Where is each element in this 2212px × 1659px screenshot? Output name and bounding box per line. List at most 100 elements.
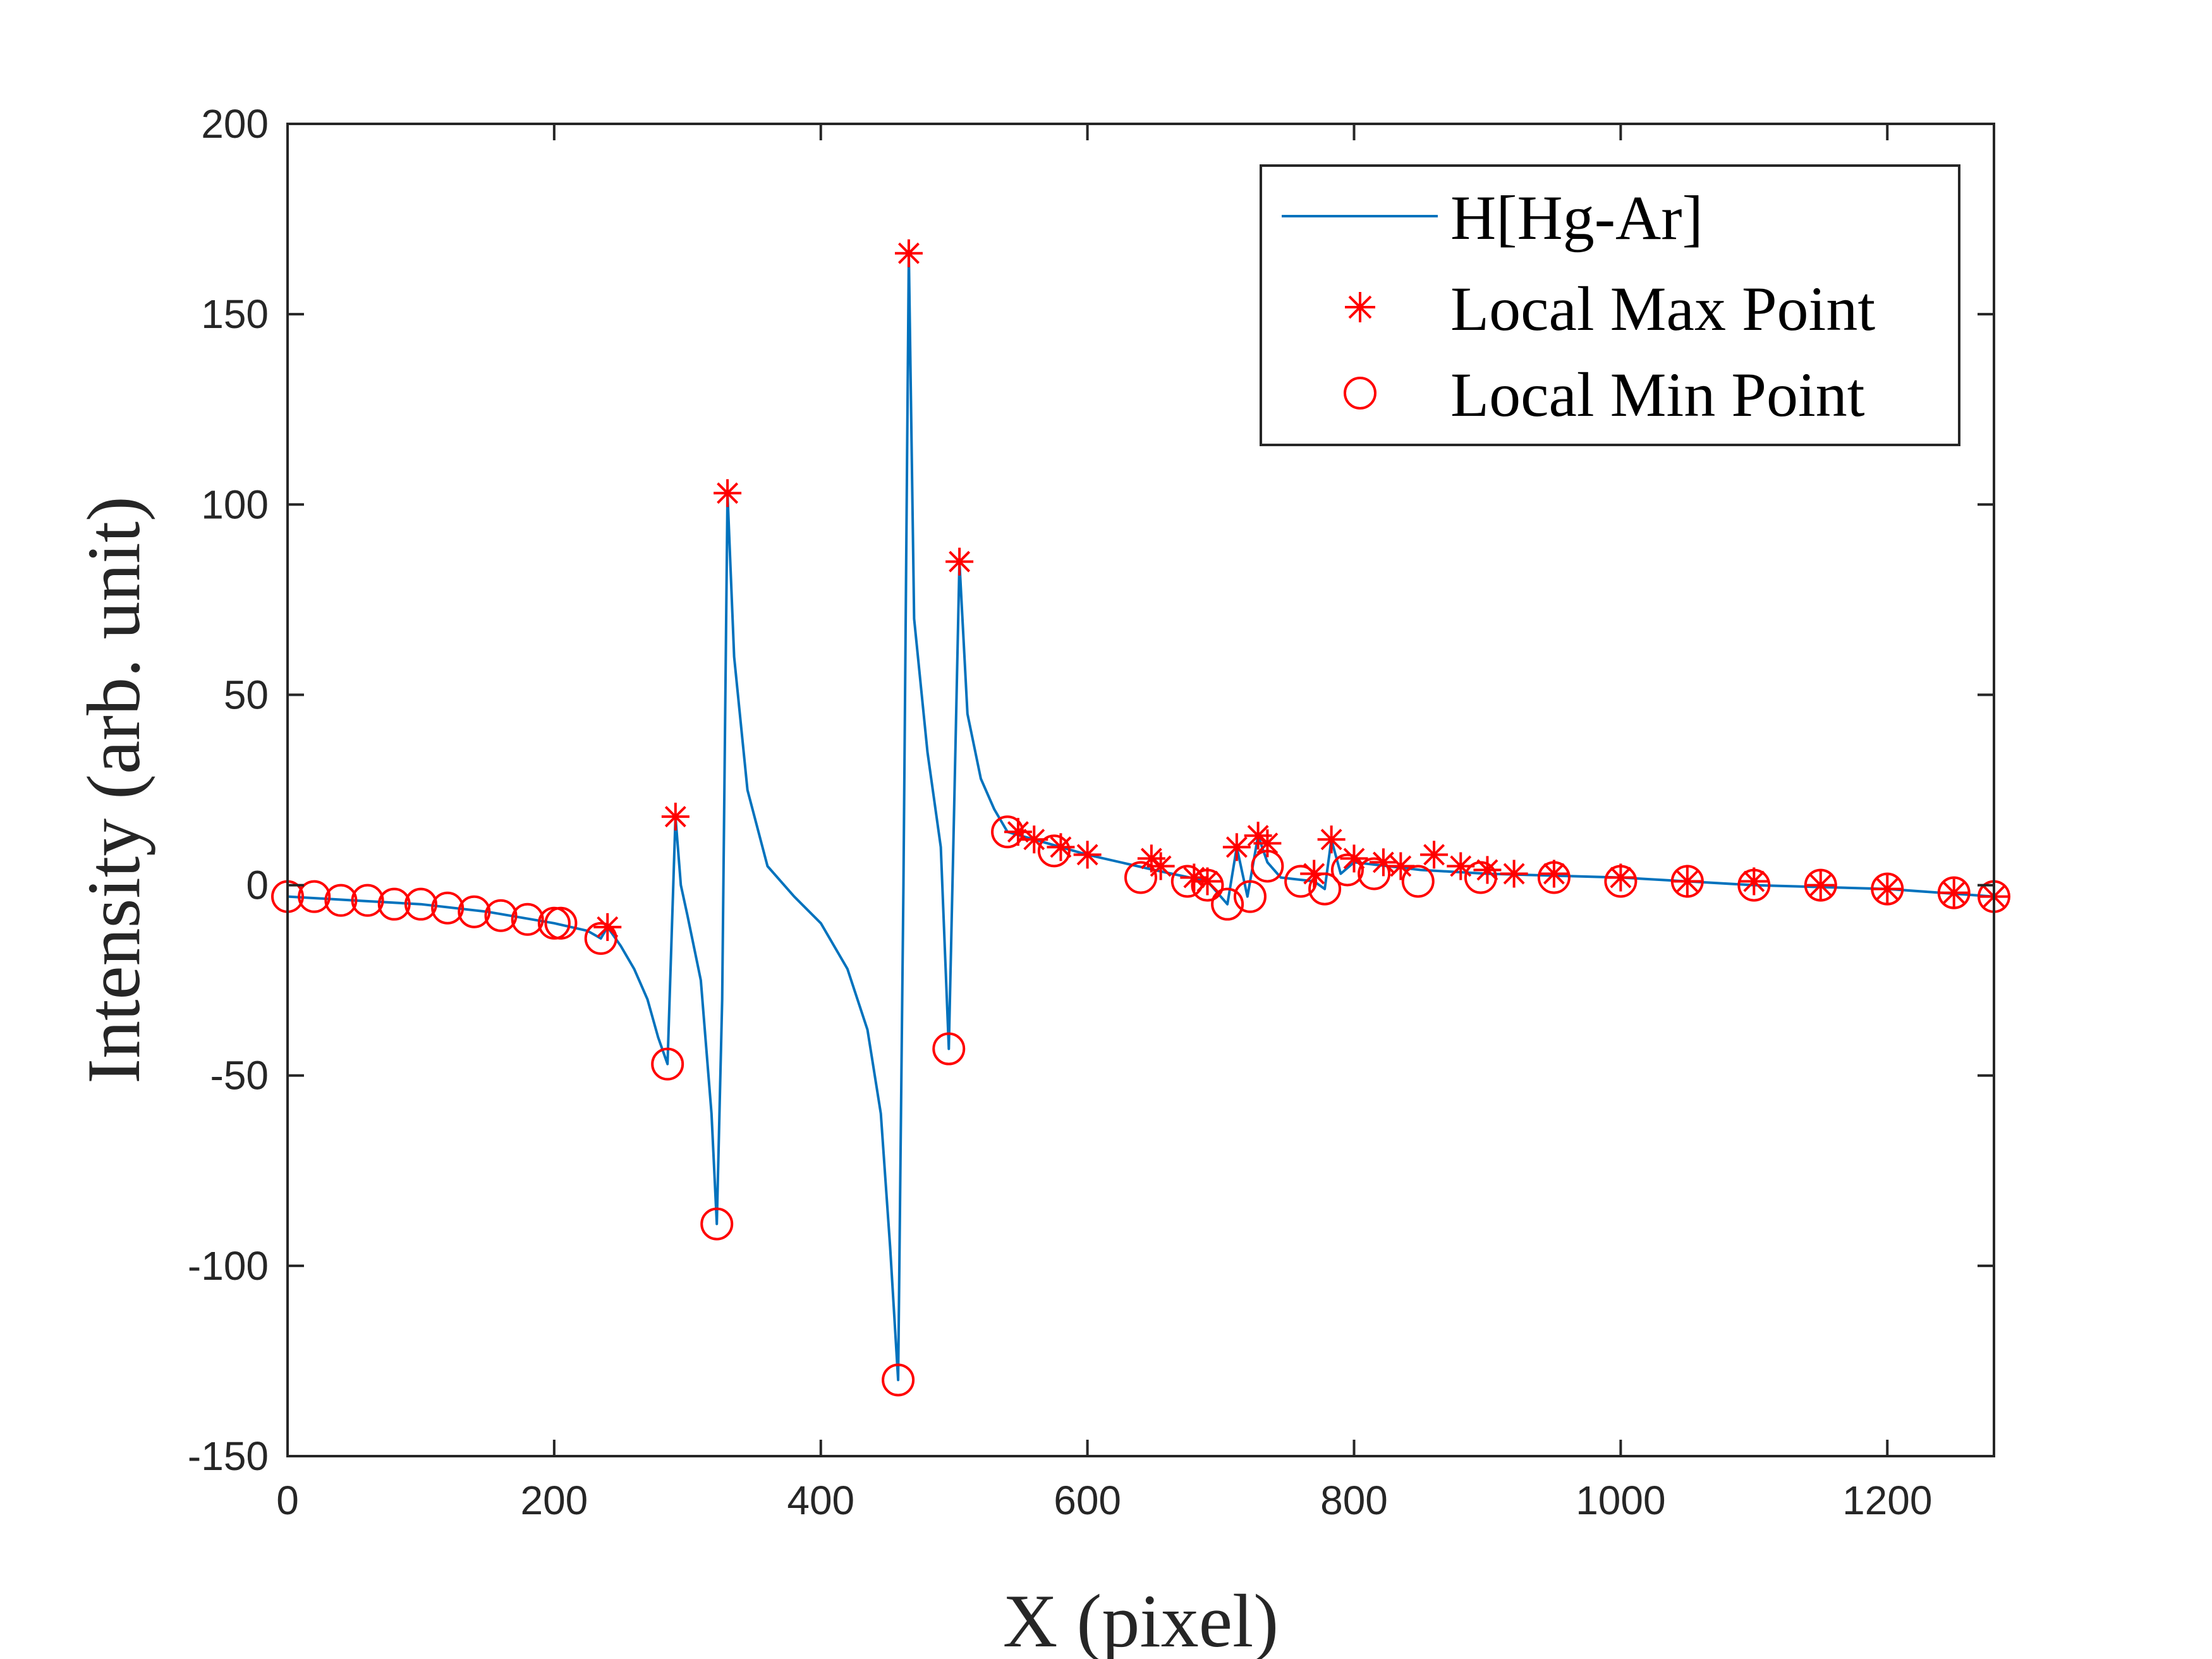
marker-stroke <box>1320 829 1342 851</box>
local-min-marker <box>1308 872 1342 906</box>
marker-stroke <box>1809 874 1832 896</box>
local-min-marker <box>1401 865 1435 898</box>
local-max-marker <box>1740 867 1768 896</box>
marker-stroke <box>717 482 739 504</box>
y-tick-label: -100 <box>188 1243 269 1289</box>
marker-stroke <box>1390 855 1412 877</box>
local-min-marker <box>882 1363 915 1397</box>
local-max-marker <box>1340 844 1368 873</box>
local-min-marker <box>324 884 358 917</box>
local-max-marker <box>1673 867 1701 896</box>
local-min-marker <box>1358 857 1391 890</box>
series-line-h-hg-ar <box>287 252 1995 1382</box>
local-max-marker <box>894 239 923 267</box>
plot-area <box>271 239 2010 1397</box>
legend-entry-min: Local Min Point <box>1450 360 1865 430</box>
legend-entry-line: H[Hg-Ar] <box>1450 183 1703 253</box>
marker-stroke <box>1543 863 1565 885</box>
legend: H[Hg-Ar] Local Max Point Local Min Point <box>1260 164 1960 446</box>
local-min-marker <box>1737 868 1771 902</box>
local-min-marker <box>1604 865 1638 898</box>
local-min-marker <box>1191 868 1224 902</box>
legend-circle-swatch <box>1344 377 1376 410</box>
local-min-marker <box>1937 876 1971 909</box>
local-max-marker <box>1420 841 1449 869</box>
marker-stroke <box>1743 870 1765 892</box>
axes-box <box>286 123 1995 1457</box>
y-tick-label: 0 <box>246 863 269 908</box>
local-max-marker <box>661 803 690 831</box>
local-min-marker <box>351 884 384 917</box>
local-max-marker <box>1473 856 1502 884</box>
x-tick-label: 400 <box>787 1478 854 1523</box>
local-max-marker <box>1193 867 1222 896</box>
local-max-marker <box>593 913 622 941</box>
local-min-marker <box>431 891 465 925</box>
local-min-marker <box>1537 861 1571 894</box>
local-max-marker <box>1940 878 1968 907</box>
local-min-marker <box>932 1032 966 1066</box>
local-min-marker <box>458 895 491 928</box>
marker-stroke <box>897 242 920 264</box>
marker-stroke <box>1225 836 1248 858</box>
axis-ticks: 0 200 400 600 800 1000 1200 -150 -100 -50 0 50 100 15… <box>188 101 1994 1523</box>
y-tick-label: 50 <box>224 672 269 717</box>
marker-stroke <box>1050 836 1072 858</box>
local-min-marker <box>377 887 411 921</box>
x-axis-title: X (pixel) <box>1003 1579 1279 1659</box>
y-tick-label: 150 <box>201 291 269 337</box>
local-max-marker <box>1317 825 1346 854</box>
local-min-marker <box>1330 853 1364 887</box>
marker-stroke <box>1450 855 1472 877</box>
legend-asterisk-swatch <box>1345 292 1375 322</box>
local-min-marker <box>1037 834 1071 868</box>
local-max-marker <box>1073 841 1102 869</box>
marker-stroke <box>597 916 619 938</box>
y-tick-label: -50 <box>210 1053 269 1098</box>
x-tick-label: 200 <box>520 1478 588 1523</box>
marker-stroke <box>949 550 971 573</box>
x-tick-label: 0 <box>276 1478 299 1523</box>
local-max-marker <box>714 479 742 507</box>
marker-stroke <box>1503 863 1525 885</box>
local-max-marker <box>1500 860 1528 888</box>
marker-stroke <box>1610 866 1632 889</box>
legend-entry-max: Local Max Point <box>1450 274 1875 344</box>
local-min-marker <box>1251 849 1284 883</box>
local-min-marker <box>511 902 544 936</box>
local-max-marker <box>945 547 974 576</box>
local-min-marker <box>1804 868 1837 902</box>
local-max-marker <box>1387 852 1415 880</box>
local-min-marker <box>1124 861 1157 894</box>
local-min-marker <box>1464 861 1497 894</box>
marker-stroke <box>1007 821 1029 843</box>
y-tick-label: 200 <box>201 101 269 147</box>
local-max-marker <box>1806 871 1835 899</box>
local-min-marker <box>1233 880 1267 913</box>
marker-stroke <box>1256 832 1279 854</box>
y-axis-title: Intensity (arb. unit) <box>71 496 155 1084</box>
legend-box <box>1260 164 1960 446</box>
local-min-marker <box>544 906 578 940</box>
local-max-marker <box>1540 860 1568 888</box>
local-min-marker <box>1170 865 1204 898</box>
x-tick-label: 1000 <box>1576 1478 1665 1523</box>
marker-stroke <box>1676 870 1698 892</box>
x-tick-label: 600 <box>1054 1478 1121 1523</box>
y-tick-label: 100 <box>201 482 269 527</box>
local-max-marker <box>1607 863 1635 892</box>
y-tick-label: -150 <box>188 1433 269 1479</box>
local-min-marker <box>404 887 437 921</box>
x-tick-label: 1200 <box>1842 1478 1932 1523</box>
marker-stroke <box>664 806 686 828</box>
marker-stroke <box>1343 848 1365 870</box>
local-min-marker <box>1670 865 1704 898</box>
local-min-marker <box>584 921 617 955</box>
local-max-marker <box>1253 829 1282 858</box>
local-min-marker <box>537 906 571 940</box>
marker-stroke <box>1348 295 1372 319</box>
marker-stroke <box>1023 829 1045 851</box>
local-min-marker <box>700 1207 734 1241</box>
local-min-marker <box>298 880 331 913</box>
